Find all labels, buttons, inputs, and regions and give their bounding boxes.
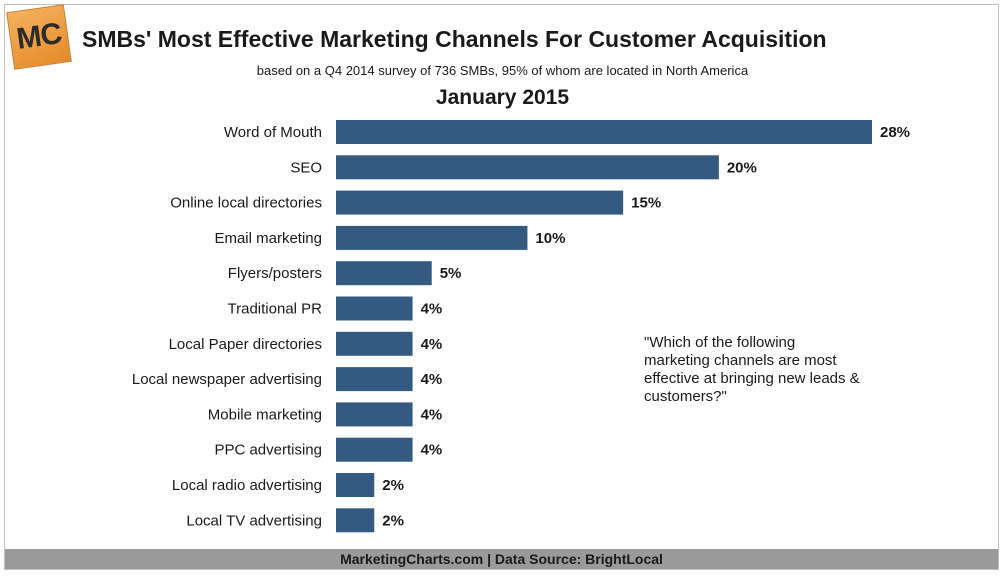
category-label: PPC advertising xyxy=(214,442,322,459)
category-label: Local TV advertising xyxy=(186,512,322,529)
page-title: SMBs' Most Effective Marketing Channels … xyxy=(82,26,827,52)
value-label: 4% xyxy=(421,406,443,423)
chart-frame xyxy=(4,4,999,570)
bar xyxy=(336,473,375,497)
bar xyxy=(336,296,413,321)
category-label: Local Paper directories xyxy=(169,336,322,353)
value-label: 2% xyxy=(382,512,404,529)
value-label: 4% xyxy=(421,371,443,388)
category-label: Email marketing xyxy=(214,230,322,247)
chart-title: January 2015 xyxy=(435,86,570,109)
bar xyxy=(336,402,413,427)
value-label: 10% xyxy=(535,230,565,247)
bar xyxy=(336,225,528,250)
value-label: 2% xyxy=(382,477,404,494)
category-label: Word of Mouth xyxy=(224,124,322,141)
bar xyxy=(336,367,413,392)
bar xyxy=(336,155,719,180)
page-subtitle: based on a Q4 2014 survey of 736 SMBs, 9… xyxy=(256,63,749,78)
bar xyxy=(336,437,413,462)
category-label: Mobile marketing xyxy=(208,406,322,423)
footer-source: MarketingCharts.com | Data Source: Brigh… xyxy=(5,549,998,569)
value-label: 4% xyxy=(421,336,443,353)
value-label: 4% xyxy=(421,301,443,318)
value-label: 28% xyxy=(880,124,910,141)
bar xyxy=(336,508,375,533)
bar xyxy=(336,190,624,215)
bar xyxy=(336,261,432,286)
value-label: 20% xyxy=(727,159,757,176)
bar xyxy=(336,331,413,356)
category-label: Local newspaper advertising xyxy=(132,371,322,388)
survey-question-note: "Which of the following marketing channe… xyxy=(644,334,860,405)
value-label: 15% xyxy=(631,195,661,212)
category-label: Local radio advertising xyxy=(172,477,322,494)
category-label: Online local directories xyxy=(170,195,322,212)
value-label: 5% xyxy=(440,265,462,282)
category-label: Traditional PR xyxy=(228,301,323,318)
value-label: 4% xyxy=(421,442,443,459)
bar xyxy=(336,120,872,144)
category-label: Flyers/posters xyxy=(228,265,322,282)
category-label: SEO xyxy=(290,159,322,176)
